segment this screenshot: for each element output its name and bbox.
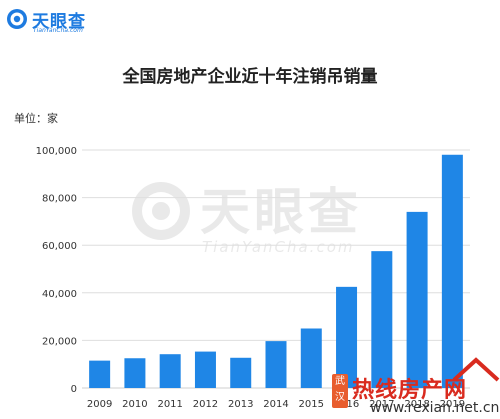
unit-label: 单位：家 xyxy=(14,112,58,125)
y-tick-label: 100,000 xyxy=(36,146,77,157)
brand-logo: 天眼查 TianYanCha.com xyxy=(6,6,136,36)
bar-2013 xyxy=(230,357,252,388)
x-tick-label: 2011 xyxy=(157,399,182,410)
watermark-domain: TianYanCha.com xyxy=(202,238,355,256)
x-axis: 2009201020112012201320142015201620172018… xyxy=(87,399,465,410)
rexian-watermark-logo: 武汉 热线房产网 www.rexian.net.cn xyxy=(332,354,500,419)
brand-domain: TianYanCha.com xyxy=(33,27,83,34)
bar-2019 xyxy=(441,154,463,388)
bar-2012 xyxy=(194,351,216,388)
bar-2010 xyxy=(124,358,146,388)
watermark-logo-icon xyxy=(132,182,190,240)
y-tick-label: 40,000 xyxy=(42,289,77,300)
bar-2011 xyxy=(159,354,181,388)
bar-2009 xyxy=(89,360,111,388)
watermark-name: 天眼查 xyxy=(200,183,362,241)
bar-2015 xyxy=(300,328,322,388)
y-axis: 0 20,000 40,000 60,000 80,000 100,000 xyxy=(36,146,77,395)
y-tick-label: 20,000 xyxy=(42,336,77,347)
x-tick-label: 2010 xyxy=(122,399,147,410)
x-tick-label: 2018 xyxy=(404,399,429,410)
watermark: 天眼查 TianYanCha.com xyxy=(130,170,410,270)
x-tick-label: 2014 xyxy=(263,399,288,410)
grid-layer xyxy=(82,149,470,389)
bar-series xyxy=(89,154,463,388)
x-tick-label: 2017 xyxy=(369,399,394,410)
y-tick-label: 0 xyxy=(71,384,77,395)
house-roof-icon xyxy=(452,357,500,382)
x-tick-label: 2015 xyxy=(299,399,324,410)
chart-title: 全国房地产企业近十年注销吊销量 xyxy=(122,67,378,87)
rexian-name: 热线房产网 xyxy=(352,378,468,403)
y-tick-label: 80,000 xyxy=(42,194,77,205)
bar-2017 xyxy=(371,251,393,388)
tianyancha-logo-icon xyxy=(7,9,27,29)
brand-name: 天眼查 xyxy=(32,12,86,32)
x-tick-label: 2012 xyxy=(193,399,218,410)
x-tick-label: 2009 xyxy=(87,399,112,410)
bar-2018 xyxy=(406,211,428,388)
bar-2014 xyxy=(265,341,287,388)
y-tick-label: 60,000 xyxy=(42,241,77,252)
rexian-url: www.rexian.net.cn xyxy=(370,400,500,416)
x-tick-label: 2013 xyxy=(228,399,253,410)
x-tick-label: 2019 xyxy=(440,399,465,410)
city-badge: 武汉 xyxy=(332,374,348,408)
bar-2016 xyxy=(336,286,358,388)
